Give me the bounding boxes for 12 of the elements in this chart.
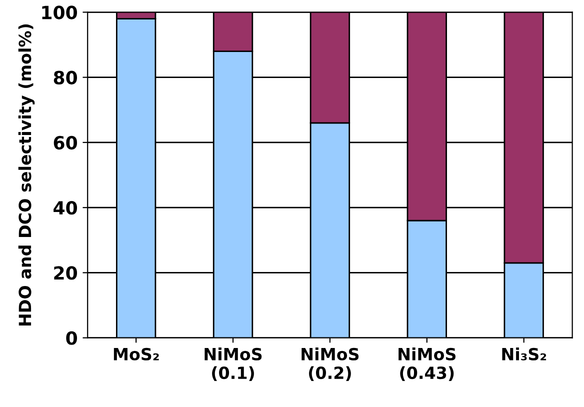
y-tick-label: 80 xyxy=(54,70,78,84)
x-tick-label: NiMoS (0.43) xyxy=(398,348,456,382)
y-tick-label: 100 xyxy=(42,6,78,20)
y-tick-label: 0 xyxy=(66,331,78,345)
x-tick-label: Ni₃S₂ xyxy=(502,348,546,360)
x-tick-label: NiMoS (0.2) xyxy=(302,348,359,382)
y-axis-title: HDO and DCO selectivity (mol%) xyxy=(18,24,35,326)
x-tick-label: NiMoS (0.1) xyxy=(204,348,262,382)
y-tick-label: 20 xyxy=(54,266,78,280)
x-tick-label: MoS₂ xyxy=(114,348,159,360)
y-tick-label: 60 xyxy=(54,136,78,150)
y-tick-label: 40 xyxy=(54,201,78,215)
